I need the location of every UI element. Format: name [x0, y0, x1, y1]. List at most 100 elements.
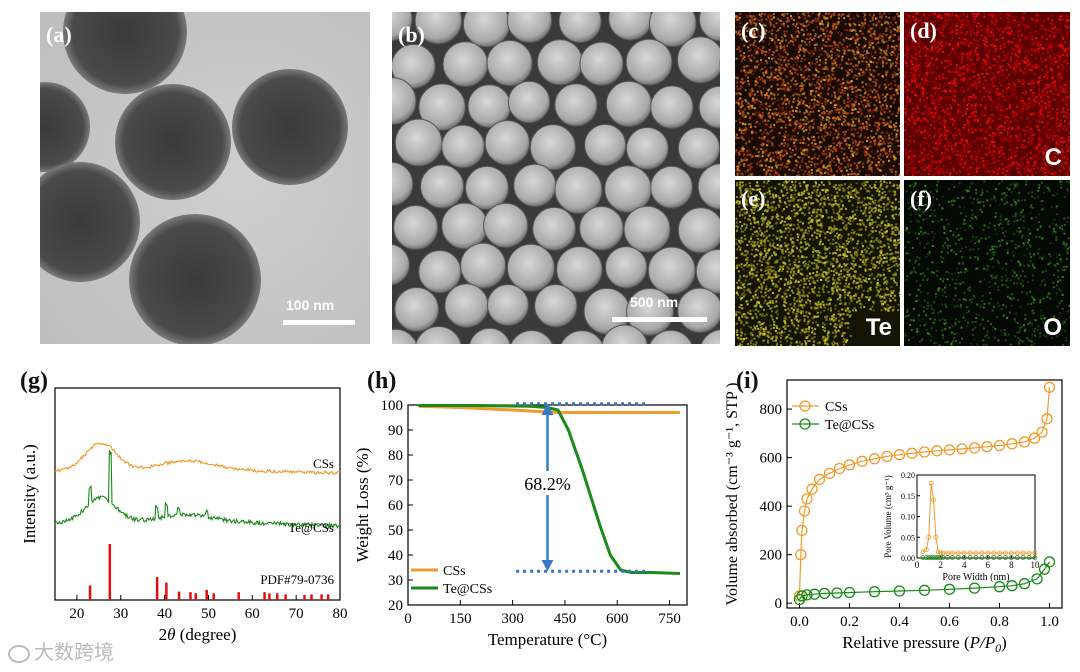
eds-dot: [815, 87, 817, 89]
eds-dot: [1067, 116, 1069, 118]
eds-dot: [777, 157, 779, 159]
eds-dot: [1068, 136, 1070, 138]
eds-dot: [933, 147, 935, 149]
eds-dot: [784, 113, 786, 115]
eds-dot: [965, 110, 967, 112]
eds-dot: [1035, 37, 1037, 39]
eds-dot: [1050, 118, 1052, 120]
eds-dot: [754, 94, 756, 96]
eds-dot: [808, 22, 810, 24]
eds-dot: [926, 105, 928, 107]
eds-dot: [1067, 143, 1069, 145]
eds-dot: [1008, 74, 1010, 76]
eds-dot: [866, 128, 868, 130]
eds-dot: [868, 24, 870, 26]
sem-sphere: [559, 12, 601, 43]
eds-dot: [865, 69, 867, 71]
eds-dot: [751, 105, 753, 107]
eds-dot: [737, 166, 739, 168]
eds-dot: [829, 31, 831, 33]
eds-dot: [776, 167, 778, 169]
eds-dot: [737, 19, 739, 21]
eds-dot: [797, 36, 799, 38]
eds-dot: [1022, 70, 1024, 72]
eds-dot: [839, 83, 841, 85]
eds-dot: [998, 146, 1000, 148]
eds-dot: [913, 47, 915, 49]
eds-dot: [914, 159, 916, 161]
eds-dot: [823, 154, 825, 156]
eds-dot: [811, 169, 813, 171]
eds-dot: [857, 89, 859, 91]
eds-dot: [800, 164, 802, 166]
eds-dot: [939, 41, 941, 43]
eds-dot: [832, 62, 834, 64]
eds-dot: [817, 132, 819, 134]
eds-dot: [790, 72, 792, 74]
eds-dot: [822, 79, 824, 81]
eds-dot: [873, 23, 875, 25]
eds-dot: [778, 144, 780, 146]
eds-dot: [775, 112, 777, 114]
eds-dot: [818, 169, 820, 171]
eds-dot: [927, 69, 929, 71]
eds-dot: [949, 158, 951, 160]
eds-dot: [765, 51, 767, 53]
eds-dot: [976, 153, 978, 155]
eds-dot: [827, 35, 829, 37]
eds-dot: [1067, 109, 1069, 111]
eds-dot: [885, 174, 887, 176]
eds-dot: [1057, 102, 1059, 104]
eds-dot: [1020, 174, 1022, 176]
eds-dot: [751, 88, 753, 90]
eds-dot: [985, 64, 987, 66]
eds-dot: [879, 170, 881, 172]
eds-dot: [966, 167, 968, 169]
eds-dot: [738, 102, 740, 104]
eds-dot: [941, 161, 943, 163]
eds-dot: [957, 102, 959, 104]
eds-dot: [1024, 134, 1026, 136]
eds-dot: [860, 113, 862, 115]
eds-dot: [883, 139, 885, 141]
eds-dot: [1044, 44, 1046, 46]
eds-dot: [1009, 135, 1011, 137]
eds-dot: [735, 151, 737, 153]
eds-dot: [944, 25, 946, 27]
eds-dot: [989, 134, 991, 136]
eds-dot: [1017, 167, 1019, 169]
eds-dot: [829, 134, 831, 136]
eds-dot: [924, 46, 926, 48]
eds-dot: [803, 76, 805, 78]
eds-dot: [1015, 128, 1017, 130]
eds-dot: [855, 40, 857, 42]
eds-dot: [761, 62, 763, 64]
eds-dot: [950, 61, 952, 63]
eds-dot: [909, 124, 911, 126]
eds-dot: [986, 73, 988, 75]
eds-dot: [872, 27, 874, 29]
eds-dot: [1013, 49, 1015, 51]
eds-dot: [788, 63, 790, 65]
eds-dot: [935, 134, 937, 136]
eds-dot: [1019, 39, 1021, 41]
eds-dot: [929, 135, 931, 137]
eds-dot: [955, 69, 957, 71]
eds-dot: [980, 129, 982, 131]
eds-dot: [794, 135, 796, 137]
eds-dot: [856, 51, 858, 53]
eds-dot: [762, 47, 764, 49]
eds-dot: [824, 85, 826, 87]
eds-dot: [1051, 19, 1053, 21]
eds-dot: [799, 17, 801, 19]
eds-dot: [1002, 90, 1004, 92]
eds-dot: [986, 114, 988, 116]
eds-dot: [941, 159, 943, 161]
eds-dot: [948, 72, 950, 74]
eds-dot: [737, 88, 739, 90]
eds-dot: [1023, 110, 1025, 112]
eds-dot: [975, 41, 977, 43]
eds-dot: [801, 77, 803, 79]
eds-dot: [956, 112, 958, 114]
eds-dot: [1036, 171, 1038, 173]
